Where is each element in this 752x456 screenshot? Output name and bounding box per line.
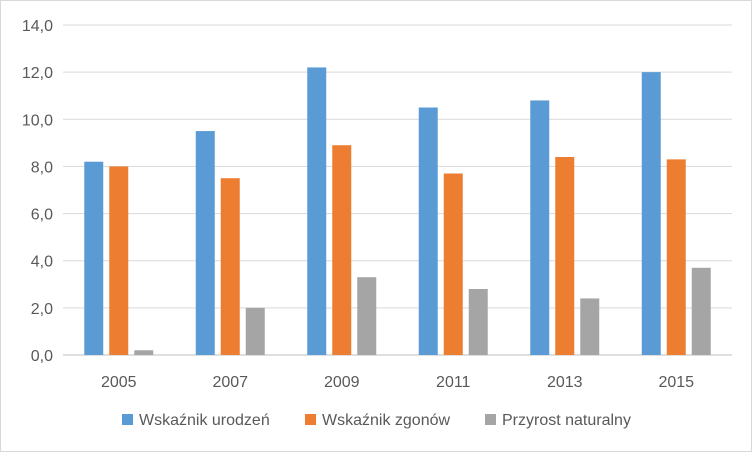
bar-wskaźnik-zgonów-2007 — [220, 178, 240, 355]
legend-label: Wskaźnik urodzeń — [139, 412, 270, 429]
bar-przyrost-naturalny-2013 — [580, 298, 600, 355]
gridlines — [63, 24, 732, 356]
bar-przyrost-naturalny-2007 — [245, 307, 265, 355]
y-tick-label: 14,0 — [22, 18, 53, 35]
bar-przyrost-naturalny-2011 — [468, 289, 488, 355]
y-tick-label: 10,0 — [22, 112, 53, 129]
bar-wskaźnik-urodzeń-2007 — [195, 131, 215, 355]
y-tick-label: 12,0 — [22, 65, 53, 82]
legend-label: Przyrost naturalny — [502, 412, 631, 429]
bar-przyrost-naturalny-2009 — [357, 277, 377, 355]
x-tick-label: 2009 — [324, 374, 360, 391]
legend-swatch — [485, 414, 496, 425]
x-tick-label: 2005 — [101, 374, 137, 391]
x-tick-label: 2007 — [212, 374, 248, 391]
bar-wskaźnik-zgonów-2011 — [443, 173, 463, 355]
y-tick-label: 4,0 — [31, 254, 53, 271]
x-tick-label: 2015 — [658, 374, 694, 391]
legend-swatch — [122, 414, 133, 425]
y-tick-label: 6,0 — [31, 207, 53, 224]
bar-wskaźnik-urodzeń-2015 — [641, 72, 661, 356]
x-tick-label: 2013 — [547, 374, 583, 391]
bar-wskaźnik-zgonów-2005 — [109, 166, 129, 355]
bar-wskaźnik-urodzeń-2011 — [418, 107, 438, 355]
bar-wskaźnik-zgonów-2009 — [332, 145, 352, 355]
bars — [84, 67, 711, 356]
legend: Wskaźnik urodzeń Wskaźnik zgonów Przyrost … — [122, 412, 631, 429]
y-tick-label: 2,0 — [31, 301, 53, 318]
bar-wskaźnik-urodzeń-2009 — [307, 67, 327, 355]
legend-label: Wskaźnik zgonów — [322, 412, 450, 429]
bar-wskaźnik-urodzeń-2005 — [84, 161, 104, 355]
bar-wskaźnik-zgonów-2015 — [666, 159, 686, 355]
bar-przyrost-naturalny-2015 — [691, 267, 711, 355]
y-tick-label: 8,0 — [31, 159, 53, 176]
x-axis-ticks: 2005 2007 2009 2011 2013 2015 — [101, 374, 694, 391]
y-axis-ticks: 0,0 2,0 4,0 6,0 8,0 10,0 12,0 14,0 — [22, 18, 53, 365]
bar-wskaźnik-zgonów-2013 — [555, 157, 575, 355]
x-tick-label: 2011 — [436, 374, 471, 391]
bar-wskaźnik-urodzeń-2013 — [530, 100, 550, 355]
legend-swatch — [305, 414, 316, 425]
y-tick-label: 0,0 — [31, 348, 53, 365]
bar-przyrost-naturalny-2005 — [134, 350, 154, 355]
